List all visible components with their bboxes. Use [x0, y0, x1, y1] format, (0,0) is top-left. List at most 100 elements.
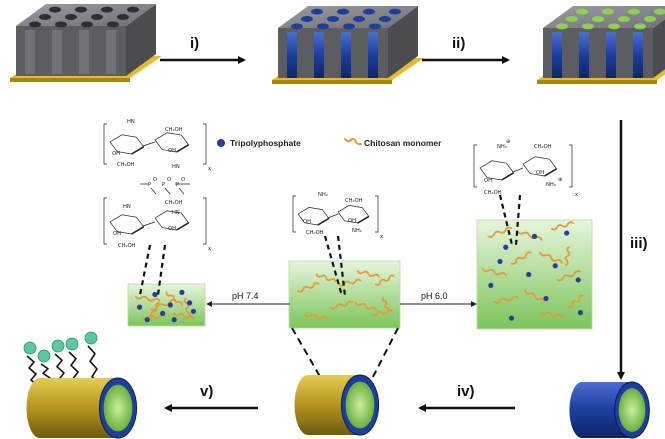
template-pore-filled [582, 23, 594, 30]
template-pore-filled [337, 8, 349, 15]
ring-bold-edge [357, 215, 370, 224]
template-pore [107, 21, 119, 28]
chem-label: P [148, 182, 151, 188]
chem-label: OH [168, 226, 176, 232]
step-ii-label: ii) [452, 35, 465, 52]
ring-bold-edge [317, 217, 330, 226]
chitosan-chain [304, 313, 329, 320]
step-iii-label: iii) [630, 235, 648, 252]
chem-label: x [575, 192, 578, 198]
template-pore [29, 21, 41, 28]
chitosan-chain [374, 274, 395, 286]
template-pore [39, 14, 51, 20]
template-side-face [653, 19, 665, 78]
ring-bold-edge [176, 222, 190, 231]
chem-label: OH [113, 231, 121, 237]
template-pore-filled [369, 23, 381, 30]
template-pore [117, 14, 129, 20]
chem-label: CH₂OH [484, 190, 502, 196]
template-pore-filled [379, 16, 391, 22]
chitosan-chain [487, 226, 512, 238]
template-column-polymer [579, 32, 589, 78]
alumina-template-chitosan-filled [537, 6, 665, 84]
chem-label: OH [112, 151, 120, 157]
chitosan-chain [134, 295, 161, 302]
targeting-ligand [51, 339, 65, 353]
chitosan-chain [296, 282, 320, 293]
template-front-face [543, 28, 653, 78]
chitosan-chain [173, 312, 195, 320]
repeat-bracket [375, 195, 379, 233]
chitosan-chain [381, 296, 390, 312]
template-column [79, 30, 89, 74]
ph-74-label: pH 7.4 [232, 291, 259, 301]
chitosan-chain [165, 291, 183, 307]
chem-label: P [176, 182, 179, 188]
chitosan-neutral-structure: NH₂ OH CH₂OH CH₂OH OH NH₂ x [292, 192, 383, 240]
tube-back-end [26, 378, 54, 438]
chem-label: CH₂OH [345, 198, 363, 204]
tube-rim-outline [614, 381, 650, 439]
functionalized-nanotube [23, 331, 138, 439]
template-pore-filled [317, 23, 329, 30]
chem-label: OH [348, 218, 356, 224]
tpp-ion [488, 282, 494, 288]
step-iv-label: iv) [457, 383, 475, 400]
tube-rim-outline [98, 377, 138, 439]
template-column-polymer [341, 32, 351, 78]
tpp-ion [503, 244, 509, 250]
repeat-bracket [203, 123, 207, 165]
chem-label: ⊕ [506, 139, 510, 145]
tube-rim-outline [340, 374, 380, 436]
tpp-legend-icon [217, 139, 225, 147]
template-side-face [126, 4, 156, 76]
template-column-polymer [287, 32, 297, 78]
tube-opening [618, 388, 646, 432]
chem-label: OH [303, 219, 311, 225]
template-pore [81, 21, 93, 28]
template-front-face [16, 26, 126, 76]
template-pore [55, 21, 67, 28]
legend-tpp-label: Tripolyphosphate [230, 138, 301, 148]
template-pore-filled [363, 8, 375, 15]
chitosan-chain [568, 294, 584, 309]
legend-chitosan-label: Chitosan monomer [364, 138, 442, 148]
chem-label: NH₃ [497, 144, 507, 150]
template-pore-filled [618, 16, 630, 22]
chitosan-chain [315, 273, 337, 283]
ring-bold-edge [501, 172, 515, 181]
glycosidic-bond [512, 167, 524, 173]
template-pore-filled [556, 23, 568, 30]
chitosan-chain [147, 302, 160, 322]
template-pore-filled [654, 8, 665, 15]
gold-substrate-edge [10, 78, 130, 82]
chem-label: NH₃ [546, 182, 556, 188]
tpp-ion [152, 291, 158, 298]
tpp-ion [552, 263, 558, 269]
template-pore-filled [566, 16, 578, 22]
step-v-label: v) [200, 383, 213, 400]
zoom-line-neutral-a [323, 235, 344, 297]
repeat-bracket [292, 195, 296, 233]
gel-swollen-ph60 [476, 219, 593, 330]
repeat-bracket [473, 144, 477, 188]
chem-label: HN [172, 164, 180, 170]
phosphate-bond [178, 187, 185, 195]
alumina-template-empty [10, 4, 162, 82]
repeat-bracket [203, 197, 207, 245]
tpp-ion [575, 277, 581, 283]
tpp-ion [171, 317, 177, 323]
template-pore-filled [608, 23, 620, 30]
chitosan-chain [539, 311, 563, 318]
tube-opening [103, 384, 133, 432]
chem-label: OH [168, 148, 176, 154]
chitosan-chain [524, 289, 546, 303]
tpp-ion [564, 230, 570, 236]
template-pore [65, 14, 77, 20]
glycosidic-bond [327, 213, 339, 219]
ring-bold-edge [131, 146, 145, 155]
repeat-bracket [103, 197, 107, 245]
tpp-ion [577, 310, 584, 316]
